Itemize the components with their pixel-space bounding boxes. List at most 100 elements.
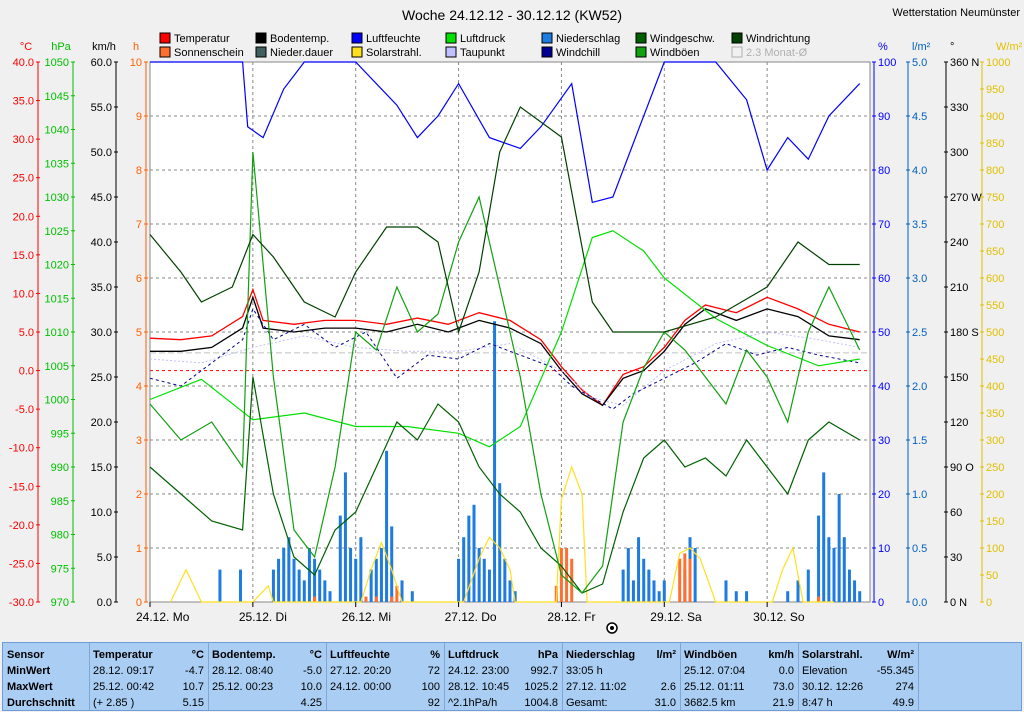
axis-tick-label: 100 bbox=[878, 57, 896, 69]
stats-row: Gesamt: 31.0 bbox=[562, 695, 680, 711]
axis-tick-label: 7 bbox=[136, 219, 142, 231]
bar-niederschlag bbox=[822, 472, 826, 602]
axis-tick-label: 0.0 bbox=[19, 366, 34, 378]
bar-niederschlag bbox=[827, 537, 831, 602]
axis-tick-label: 30.0 bbox=[13, 134, 34, 146]
axis-tick-label: 180 S bbox=[950, 327, 979, 339]
axis-tick-label: 45.0 bbox=[91, 192, 112, 204]
axis-tick-label: 0 bbox=[878, 597, 884, 609]
stats-cell-value: 31.0 bbox=[654, 697, 676, 709]
bar-niederschlag bbox=[642, 558, 646, 602]
nav-circle-icon[interactable] bbox=[606, 622, 618, 634]
axis-tick-label: 995 bbox=[51, 428, 69, 440]
stats-cell-value: 1004.8 bbox=[524, 697, 558, 709]
axis-tick-label: 550 bbox=[986, 300, 1004, 312]
axis-tick-label: -15.0 bbox=[9, 481, 34, 493]
stats-cell-label: 27.12. 20:20 bbox=[330, 665, 392, 677]
chart-title: Woche 24.12.12 - 30.12.12 (KW52) bbox=[402, 7, 622, 23]
series-luftfeuchte bbox=[150, 61, 861, 204]
stats-cell-label: Elevation bbox=[802, 665, 848, 677]
bar-sonnenschein bbox=[678, 558, 682, 602]
stats-row: 24.12. 23:00 992.7 bbox=[444, 663, 562, 679]
axis-tick-label: 40 bbox=[878, 381, 890, 393]
legend-label: Luftfeuchte bbox=[366, 33, 420, 45]
stats-cell-label: MaxWert bbox=[7, 681, 53, 693]
stats-cell-value: 92 bbox=[427, 697, 440, 709]
axis-tick-label: 200 bbox=[986, 489, 1004, 501]
bar-niederschlag bbox=[662, 580, 666, 602]
axis-tick-label: 0 N bbox=[950, 597, 967, 609]
axis-tick-label: 700 bbox=[986, 219, 1004, 231]
stats-row: Windböen km/h bbox=[680, 647, 798, 663]
axis-tick-label: 15.0 bbox=[13, 250, 34, 262]
stats-cell-value: 274 bbox=[895, 681, 914, 693]
axis-tick-label: 1005 bbox=[45, 361, 69, 373]
x-tick-label: 28.12. Fr bbox=[547, 610, 595, 624]
bar-niederschlag bbox=[487, 569, 491, 602]
axis-tick-label: 1045 bbox=[45, 91, 69, 103]
bar-sonnenschein bbox=[683, 553, 687, 602]
stats-cell-label: 25.12. 07:04 bbox=[684, 665, 746, 677]
axis-tick-label: 5 bbox=[136, 327, 142, 339]
bar-niederschlag bbox=[457, 558, 461, 602]
bar-niederschlag bbox=[858, 591, 862, 602]
axis-tick-label: 985 bbox=[51, 496, 69, 508]
bar-niederschlag bbox=[631, 580, 635, 602]
stats-row: MinWert bbox=[3, 663, 89, 679]
stats-cell-label: Durchschnitt bbox=[7, 697, 75, 709]
bar-niederschlag bbox=[693, 548, 697, 602]
axis-tick-label: 950 bbox=[986, 84, 1004, 96]
stats-cell-value: 5.15 bbox=[182, 697, 204, 709]
axis-tick-label: 20 bbox=[878, 489, 890, 501]
axis-tick-label: 300 bbox=[986, 435, 1004, 447]
axis-tick-label: 900 bbox=[986, 111, 1004, 123]
stats-cell-label: 33:05 h bbox=[566, 665, 603, 677]
axis-tick-label: 970 bbox=[51, 597, 69, 609]
stats-cell-value: % bbox=[430, 649, 440, 661]
axis-tick-label: 20.0 bbox=[91, 417, 112, 429]
axis-tick-label: 60.0 bbox=[91, 57, 112, 69]
stats-cell-value: 0.0 bbox=[778, 665, 794, 677]
x-tick-label: 27.12. Do bbox=[445, 610, 497, 624]
bar-sonnenschein bbox=[817, 596, 821, 602]
bar-niederschlag bbox=[282, 548, 286, 602]
bar-niederschlag bbox=[482, 558, 486, 602]
axis-unit-label: hPa bbox=[51, 41, 71, 53]
axis-tick-label: 1000 bbox=[45, 395, 69, 407]
stats-row: 3682.5 km 21.9 bbox=[680, 695, 798, 711]
stats-cell-label: Sensor bbox=[7, 649, 45, 661]
x-labels: 24.12. Mo 25.12. Di 26.12. Mi 27.12. Do 28.1… bbox=[136, 602, 805, 624]
legend-label: Sonnenschein bbox=[174, 47, 244, 59]
stats-cell-label: Bodentemp. bbox=[212, 649, 276, 661]
axis-tick-label: 1040 bbox=[45, 125, 69, 137]
axis-tick-label: 4.0 bbox=[912, 165, 927, 177]
axis-tick-label: 500 bbox=[986, 327, 1004, 339]
bar-niederschlag bbox=[277, 558, 281, 602]
stats-cell-label: (+ 2.85 ) bbox=[93, 697, 135, 709]
bar-niederschlag bbox=[318, 569, 322, 602]
stats-column: Temperatur °C 28.12. 09:17 -4.7 25.12. 00:42… bbox=[89, 643, 209, 710]
stats-cell-value: l/m² bbox=[656, 649, 676, 661]
series-windrichtung bbox=[149, 106, 860, 335]
stats-cell-value: 10.0 bbox=[300, 681, 322, 693]
stats-row: Luftfeuchte% bbox=[326, 647, 444, 663]
axis-tick-label: 1020 bbox=[45, 260, 69, 272]
stats-cell-value: 1025.2 bbox=[524, 681, 558, 693]
stats-cell-value: 21.9 bbox=[772, 697, 794, 709]
bar-niederschlag bbox=[498, 483, 502, 602]
stats-cell-label: Gesamt: bbox=[566, 697, 608, 709]
legend-label: Windböen bbox=[650, 47, 700, 59]
stats-row: Temperatur °C bbox=[89, 647, 208, 663]
axis-tick-label: 50 bbox=[986, 570, 998, 582]
axis-tick-label: 120 bbox=[950, 417, 968, 429]
stats-row: (+ 2.85 ) 5.15 bbox=[89, 695, 208, 711]
series-windben bbox=[149, 151, 861, 594]
stats-column: Luftdruck hPa 24.12. 23:00 992.7 28.12. 10:4… bbox=[444, 643, 563, 710]
stats-column: Luftfeuchte% 27.12. 20:20 72 24.12. 00:00 10… bbox=[326, 643, 445, 710]
legend-swatch bbox=[731, 32, 743, 44]
axis-tick-label: 5.0 bbox=[97, 552, 112, 564]
axis-tick-label: 3 bbox=[136, 435, 142, 447]
series-windgeschw bbox=[149, 376, 861, 594]
lines bbox=[149, 61, 861, 603]
legend: Temperatur Bodentemp. Luftfeuchte Luftdruck… bbox=[159, 32, 810, 59]
